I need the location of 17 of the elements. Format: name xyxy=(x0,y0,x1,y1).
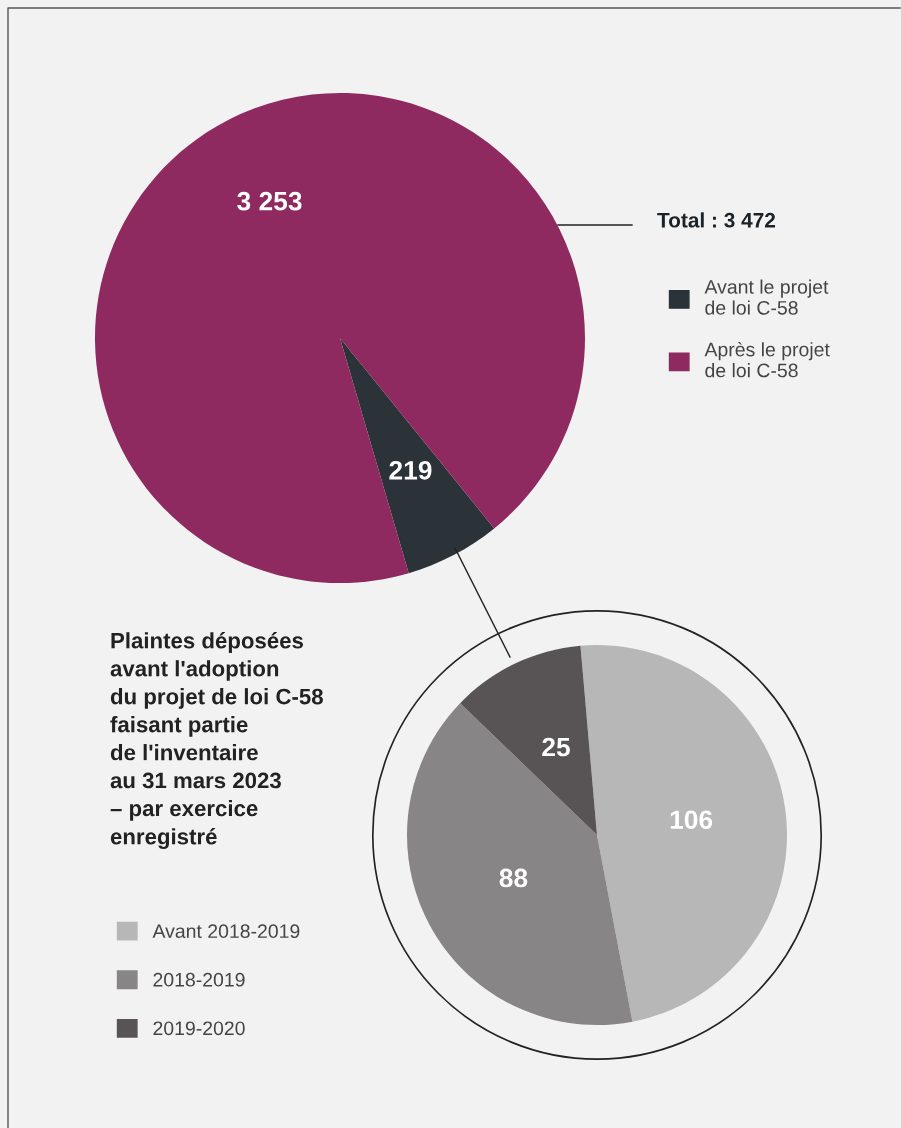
legend-label: 2019-2020 xyxy=(153,1021,245,1036)
legend-label: Après le projet de loi C-58 xyxy=(704,341,830,378)
legend-label: 2018-2019 xyxy=(153,972,245,987)
data-label: 25 xyxy=(542,737,570,757)
text: Plaintes déposées avant l'adoption du projet de loi C-58 faisant partie de l'inventaire au 31 mars 2023 – par exercice enregistré xyxy=(110,632,323,850)
text: Total : 3 472 xyxy=(657,212,776,228)
pie-slice xyxy=(340,338,495,574)
legend-label: Avant le projet de loi C-58 xyxy=(704,279,829,315)
pie-slice xyxy=(580,645,787,1022)
data-label: 106 xyxy=(670,810,713,830)
data-label: 3 253 xyxy=(237,191,302,211)
pie-slice xyxy=(407,703,633,1025)
pie-slice xyxy=(95,93,585,583)
pie-slice xyxy=(460,645,597,835)
data-label: 219 xyxy=(389,460,432,480)
legend-label: Avant 2018-2019 xyxy=(152,924,300,939)
data-label: 88 xyxy=(499,868,528,888)
